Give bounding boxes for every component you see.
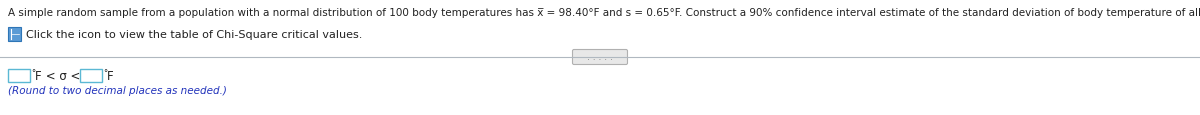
Bar <box>80 69 102 82</box>
Bar <box>8 69 30 82</box>
Text: (Round to two decimal places as needed.): (Round to two decimal places as needed.) <box>8 85 227 95</box>
Text: . . . . .: . . . . . <box>587 53 613 62</box>
Bar <box>8 28 22 42</box>
Text: F: F <box>107 69 114 82</box>
Text: < σ <: < σ < <box>42 69 84 82</box>
Text: F: F <box>35 69 42 82</box>
Text: °: ° <box>103 68 107 77</box>
Text: A simple random sample from a population with a normal distribution of 100 body : A simple random sample from a population… <box>8 8 1200 18</box>
Text: Click the icon to view the table of Chi-Square critical values.: Click the icon to view the table of Chi-… <box>26 30 362 40</box>
FancyBboxPatch shape <box>572 50 628 65</box>
Text: °: ° <box>31 68 35 77</box>
